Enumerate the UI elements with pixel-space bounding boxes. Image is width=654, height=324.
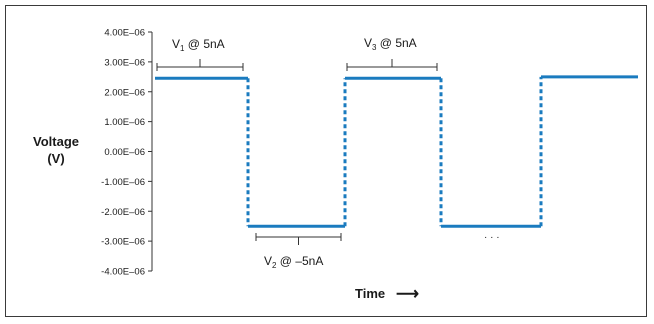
series-voltage	[155, 75, 638, 228]
continuation-ellipsis: · · ·	[484, 232, 500, 243]
y-tick-label: -2.00E–06	[101, 207, 145, 218]
y-tick-label: 1.00E–06	[104, 117, 145, 128]
bracket-v1	[156, 59, 244, 71]
y-tick-label: 3.00E–06	[104, 57, 145, 68]
annotation-v3: V3 @ 5nA	[364, 36, 417, 52]
x-axis-label: Time	[355, 286, 385, 301]
y-axis-label-line2: (V)	[47, 151, 64, 166]
x-axis-arrow: ⟶	[396, 286, 419, 303]
y-tick-label: 2.00E–06	[104, 87, 145, 98]
annotation-v1: V1 @ 5nA	[172, 37, 225, 53]
bracket-v2	[255, 233, 342, 245]
bracket-v3	[346, 59, 438, 71]
y-tick-label: -1.00E–06	[101, 177, 145, 188]
y-tick-label: 4.00E–06	[104, 28, 145, 39]
annotation-v2: V2 @ –5nA	[264, 254, 323, 270]
y-tick-label: -3.00E–06	[101, 237, 145, 248]
y-tick-label: 0.00E–06	[104, 147, 145, 158]
y-tick-label: -4.00E–06	[101, 267, 145, 278]
y-axis-label-line1: Voltage	[33, 134, 79, 149]
annotation-brackets	[156, 59, 438, 245]
y-ticks: 4.00E–06 3.00E–06 2.00E–06 1.00E–06 0.00E–06…	[101, 28, 152, 278]
